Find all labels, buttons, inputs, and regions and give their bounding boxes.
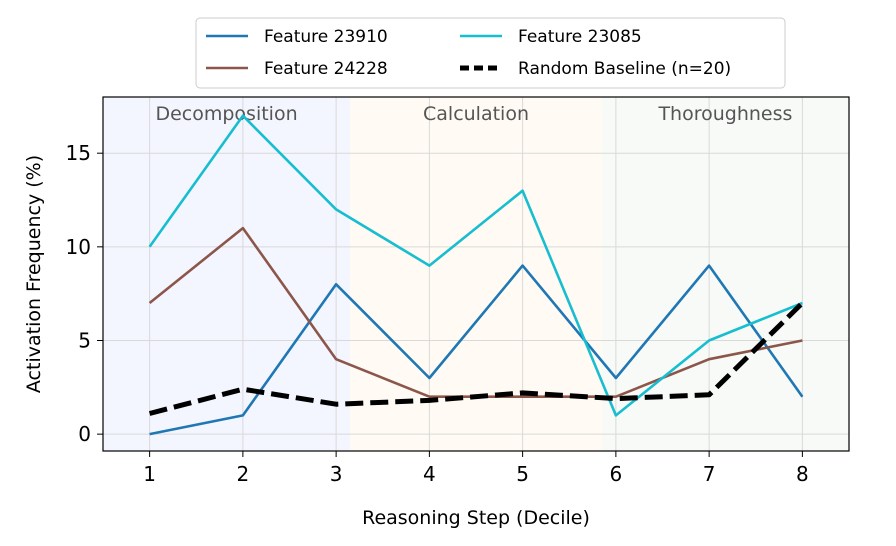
region-label-thoroughness: Thoroughness: [657, 103, 792, 125]
y-axis-label: Activation Frequency (%): [23, 155, 45, 393]
y-tick-label: 0: [78, 422, 91, 446]
x-tick-label: 3: [330, 462, 343, 486]
legend-label-random-baseline-n-20: Random Baseline (n=20): [518, 59, 731, 79]
region-labels: Decomposition Calculation Thoroughness: [155, 103, 792, 125]
x-tick-label: 4: [423, 462, 436, 486]
series-lines: [148, 114, 805, 436]
region-label-decomposition: Decomposition: [155, 103, 297, 125]
x-tick-label: 5: [516, 462, 529, 486]
x-tick-label: 2: [237, 462, 250, 486]
legend-box: [195, 17, 786, 89]
plot-frame: [102, 96, 850, 452]
region-calculation: [350, 97, 602, 451]
series-line-feature-23085: [148, 114, 803, 417]
y-tick-label: 5: [78, 328, 91, 352]
x-tick-label: 1: [143, 462, 156, 486]
y-tick-label: 15: [66, 141, 91, 165]
legend-label-feature-24228: Feature 24228: [264, 59, 388, 79]
y-tick-label: 10: [66, 235, 91, 259]
region-backgrounds: [103, 97, 849, 451]
x-axis-label: Reasoning Step (Decile): [362, 507, 590, 529]
region-decomposition: [103, 97, 351, 451]
region-label-calculation: Calculation: [423, 103, 529, 125]
legend-label-feature-23085: Feature 23085: [518, 27, 642, 47]
y-axis-ticks: 0 5 10 15: [66, 141, 103, 446]
series-line-random-baseline-n-20: [148, 301, 805, 416]
x-tick-label: 6: [610, 462, 623, 486]
x-axis-ticks: 1 2 3 4 5 6 7 8: [143, 451, 809, 486]
x-tick-label: 8: [796, 462, 809, 486]
legend: Feature 23910 Feature 24228 Feature 23085 R…: [195, 17, 786, 89]
x-tick-label: 7: [703, 462, 716, 486]
legend-label-feature-23910: Feature 23910: [264, 27, 388, 47]
